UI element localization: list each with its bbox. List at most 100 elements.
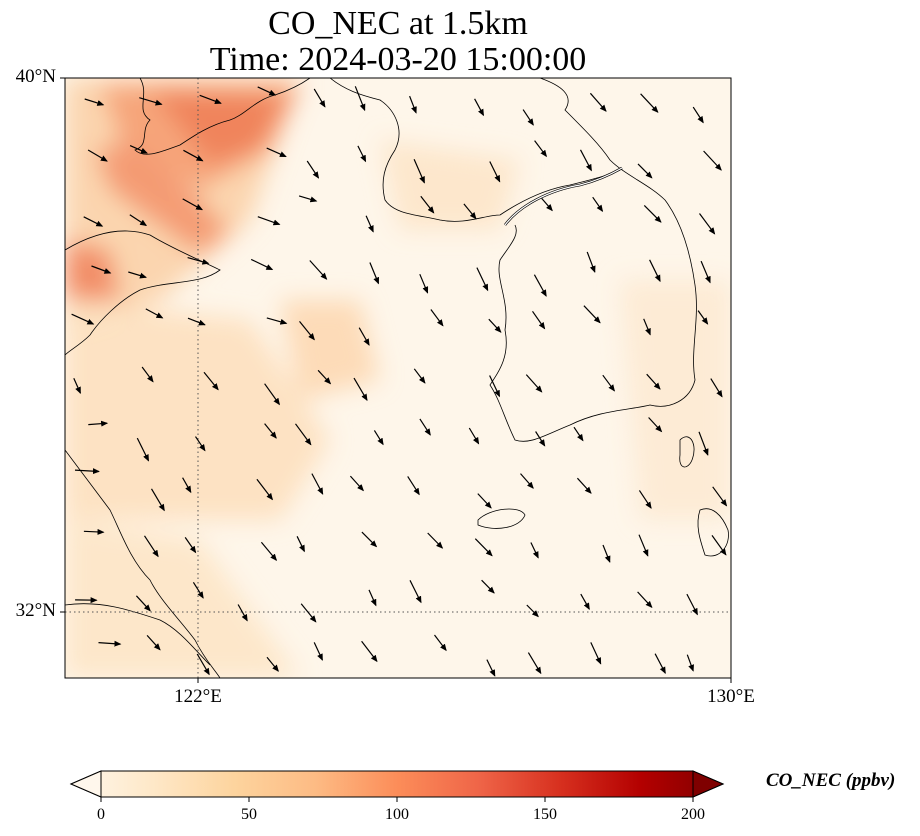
wind-vector-arrow [522, 109, 534, 126]
wind-vector-arrow [476, 267, 489, 292]
wind-vector-arrow [589, 92, 607, 112]
wind-vector-arrow [129, 214, 148, 227]
wind-vector-arrow [576, 477, 592, 494]
wind-vector-arrow [187, 257, 210, 265]
wind-vector-arrow [434, 634, 447, 652]
gridlines [65, 78, 731, 678]
colorbar-tick-50: 50 [241, 806, 257, 823]
wind-vector-arrow [353, 377, 368, 402]
wind-vector-arrow [295, 423, 312, 446]
lat-label-32n: 32°N [15, 600, 56, 621]
colorbar-tick-200: 200 [681, 806, 705, 823]
wind-vector-arrow [530, 542, 539, 559]
map-title-time: Time: 2024-03-20 15:00:00 [209, 41, 587, 78]
wind-vector-arrow [419, 273, 429, 294]
wind-vector-arrow [686, 654, 694, 672]
wind-vector-arrow [698, 431, 709, 456]
wind-vector-arrow [195, 436, 206, 452]
wind-vector-arrow [463, 203, 477, 220]
wind-vector-arrow [649, 259, 661, 283]
wind-vector-arrow [703, 150, 722, 171]
wind-vector-arrow [368, 589, 377, 607]
wind-vector-arrow [637, 163, 653, 179]
wind-vector-arrow [488, 318, 502, 333]
wind-vector-arrow [136, 437, 150, 462]
wind-vector-arrow [407, 476, 420, 496]
wind-vectors [71, 86, 728, 677]
wind-vector-arrow [369, 262, 380, 285]
wind-vector-arrow [266, 147, 287, 158]
wind-vector-arrow [535, 431, 546, 447]
wind-vector-arrow [534, 140, 548, 158]
wind-vector-arrow [525, 374, 543, 393]
wind-vector-arrow [489, 161, 501, 183]
wind-vector-arrow [692, 106, 704, 124]
lon-label-130e: 130°E [707, 686, 755, 707]
wind-vector-arrow [637, 591, 653, 609]
wind-vector-arrow [532, 310, 546, 330]
wind-vector-arrow [427, 532, 444, 549]
wind-vector-arrow [489, 375, 501, 398]
wind-vector-arrow [237, 604, 248, 622]
wind-vector-arrow [306, 160, 320, 179]
wind-vector-arrow [313, 642, 323, 661]
wind-vector-arrow [203, 371, 219, 391]
colorbar-tick-0: 0 [97, 806, 105, 823]
wind-vector-arrow [260, 541, 278, 561]
wind-vector-arrow [697, 310, 709, 325]
wind-vector-arrow [257, 86, 277, 96]
wind-vector-arrow [257, 216, 281, 226]
wind-vector-arrow [420, 195, 435, 214]
wind-vector-arrow [413, 158, 425, 184]
wind-vector-arrow [196, 653, 210, 676]
wind-vector-arrow [602, 544, 611, 563]
colorbar-bar [69, 770, 725, 798]
wind-vector-arrow [638, 490, 652, 509]
wind-vector-arrow [638, 534, 649, 557]
wind-vector-arrow [481, 579, 495, 594]
wind-vector-arrow [349, 475, 364, 492]
wind-vector-arrow [477, 493, 492, 509]
map-title-variable: CO_NEC at 1.5km [268, 5, 528, 42]
wind-vector-arrow [643, 204, 662, 223]
wind-vector-arrow [146, 634, 161, 651]
wind-vector-arrow [468, 427, 480, 445]
wind-vector-arrow [474, 538, 493, 557]
wind-vector-arrow [145, 308, 164, 319]
wind-vector-arrow [486, 659, 496, 677]
concentration-field [65, 78, 731, 678]
wind-vector-arrow [700, 260, 711, 284]
wind-vector-arrow [590, 642, 602, 665]
wind-vector-arrow [419, 418, 431, 436]
wind-vector-arrow [128, 271, 147, 279]
wind-vector-arrow [256, 478, 274, 501]
wind-vector-arrow [266, 317, 288, 325]
wind-vector-arrow [139, 97, 163, 106]
wind-vector-arrow [474, 98, 485, 117]
wind-vector-arrow [592, 196, 604, 213]
wind-vector-arrow [580, 593, 590, 610]
wind-vector-arrow [373, 430, 384, 446]
wind-vector-arrow [192, 581, 204, 599]
wind-vector-arrow [298, 195, 318, 203]
wind-vector-arrow [88, 420, 109, 427]
wind-vector-arrow [579, 149, 592, 172]
wind-vector-arrow [313, 88, 326, 108]
colorbar-extend-high [692, 770, 725, 798]
wind-vector-arrow [84, 98, 105, 106]
wind-vector-arrow [358, 327, 370, 346]
wind-vector-arrow [309, 260, 328, 280]
wind-vector-arrow [409, 580, 422, 604]
wind-vector-arrow [365, 215, 374, 233]
wind-vector-arrow [361, 531, 378, 548]
wind-vector-arrow [129, 145, 148, 154]
wind-vector-arrow [71, 313, 95, 325]
wind-vector-arrow [91, 265, 112, 274]
wind-vector-arrow [361, 640, 378, 663]
wind-vector-arrow [135, 595, 151, 612]
wind-vector-arrow [583, 305, 601, 324]
coastlines [65, 78, 729, 678]
wind-vector-arrow [299, 321, 315, 341]
wind-vector-arrow [187, 317, 206, 326]
